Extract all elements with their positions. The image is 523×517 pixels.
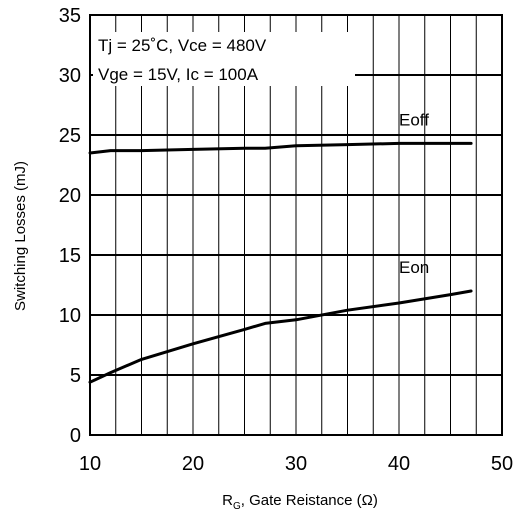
x-axis-title-subscript: G	[233, 501, 241, 512]
annotation-line-2: Vge = 15V, Ic = 100A	[98, 65, 259, 84]
x-tick-label: 50	[491, 453, 513, 475]
y-tick-label: 25	[59, 125, 81, 147]
x-axis-title-rest: , Gate Reistance (Ω)	[241, 492, 378, 509]
series-label-eoff: Eoff	[399, 110, 429, 129]
annotation-line-1: Tj = 25˚C, Vce = 480V	[98, 36, 267, 55]
y-tick-label: 5	[70, 365, 81, 387]
annotation-background	[93, 32, 355, 86]
x-axis-title-main: R	[222, 492, 233, 509]
y-tick-label: 0	[70, 425, 81, 447]
x-tick-label: 30	[285, 453, 307, 475]
x-tick-label: 10	[79, 453, 101, 475]
y-tick-label: 10	[59, 305, 81, 327]
series-label-eon: Eon	[399, 258, 429, 277]
y-tick-label: 15	[59, 245, 81, 267]
y-tick-label: 30	[59, 65, 81, 87]
series-line-eon	[88, 289, 473, 384]
x-tick-label: 40	[388, 453, 410, 475]
x-tick-label: 20	[182, 453, 204, 475]
y-axis-title: Switching Losses (mJ)	[12, 161, 29, 311]
y-tick-label: 20	[59, 185, 81, 207]
plot-frame	[89, 14, 503, 436]
x-axis-title: RG, Gate Reistance (Ω)	[222, 492, 378, 512]
series-layer	[88, 141, 473, 384]
conditions-annotation: Tj = 25˚C, Vce = 480V Vge = 15V, Ic = 10…	[93, 32, 355, 86]
y-tick-label: 35	[59, 5, 81, 27]
series-line-eoff	[88, 141, 473, 155]
frame-layer	[89, 14, 503, 436]
label-layer: Eoff Eon 10 20 30 40 50 0 5 10 15 20 25 30 35	[59, 5, 513, 475]
